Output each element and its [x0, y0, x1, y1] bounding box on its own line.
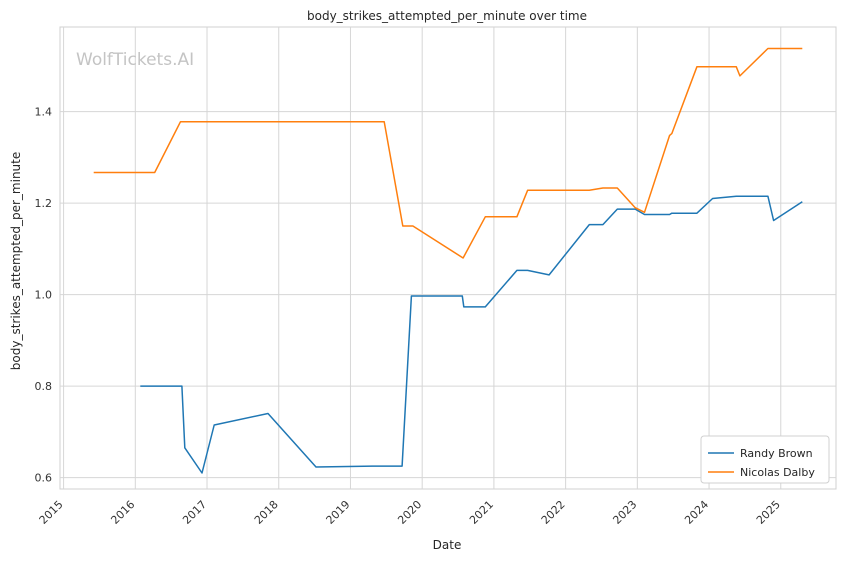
y-axis-title: body_strikes_attempted_per_minute: [9, 152, 23, 370]
plot-area: [59, 26, 837, 490]
x-axis-title: Date: [433, 538, 462, 552]
series-lines: [93, 47, 803, 474]
plot-frame: [59, 26, 837, 490]
legend-label-nicolas-dalby: Nicolas Dalby: [740, 466, 815, 479]
watermark: WolfTickets.AI: [76, 50, 194, 70]
y-tick-label: 0.8: [35, 380, 53, 393]
legend: Randy Brown Nicolas Dalby: [700, 435, 830, 484]
grid-lines: [60, 27, 836, 489]
y-tick-label: 1.0: [35, 289, 53, 302]
y-tick-label: 0.6: [35, 472, 53, 485]
series-line-randy-brown: [140, 195, 803, 474]
chart-title: body_strikes_attempted_per_minute over t…: [307, 9, 587, 23]
y-tick-label: 1.2: [35, 197, 53, 210]
series-line-nicolas-dalby: [93, 47, 803, 259]
y-tick-label: 1.4: [35, 106, 53, 119]
legend-label-randy-brown: Randy Brown: [740, 447, 813, 460]
y-axis-ticks: 0.6 0.8 1.0 1.2 1.4: [35, 106, 53, 485]
